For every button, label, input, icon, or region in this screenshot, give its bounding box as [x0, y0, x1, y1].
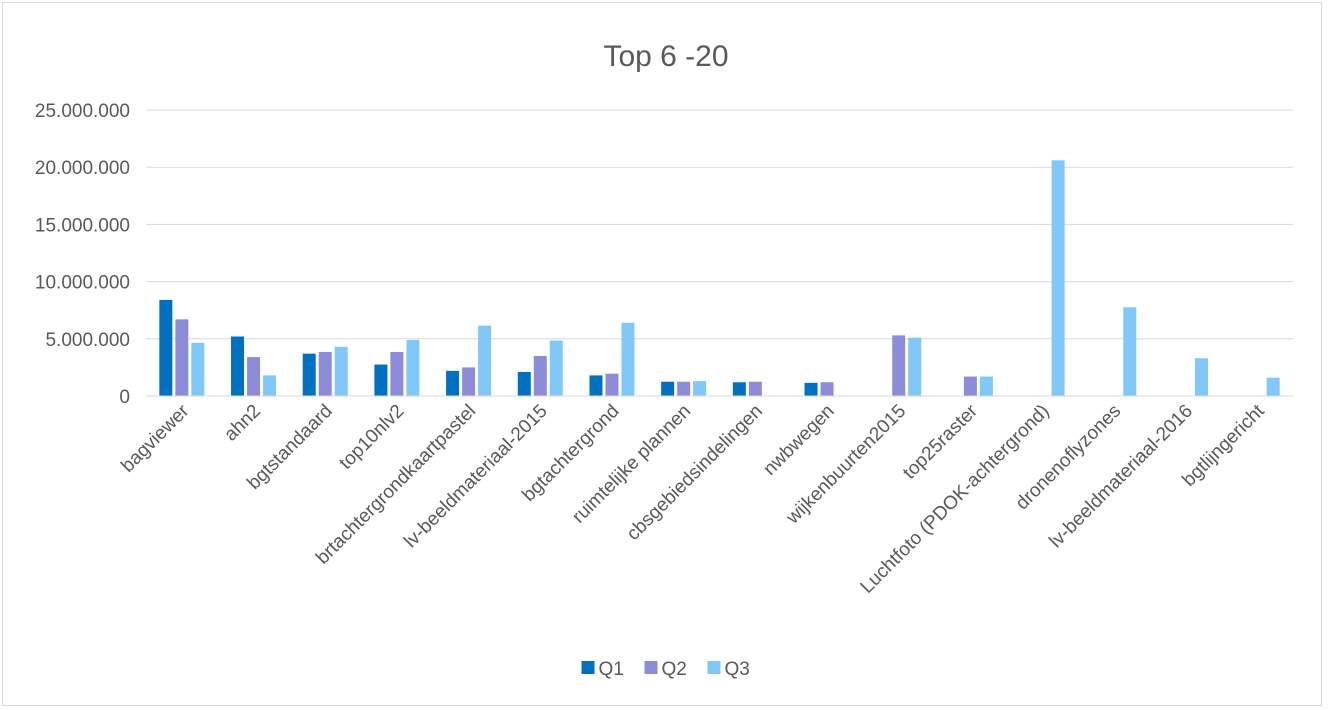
bar-q3-11: [979, 376, 993, 396]
chart-title: Top 6 -20: [603, 40, 728, 73]
bar-q3-1: [263, 375, 277, 396]
bar-q3-5: [549, 340, 563, 396]
x-tick-label: lv-beeldmateriaal-2016: [1045, 401, 1197, 553]
x-tick-label: ruimtelijke plannen: [568, 401, 695, 528]
legend: Q1 Q2 Q3: [581, 659, 750, 680]
bar-q3-2: [334, 346, 348, 396]
legend-swatch-q2: [644, 661, 658, 674]
bar-q1-2: [302, 353, 316, 396]
y-tick-label: 10.000.000: [35, 273, 130, 294]
bar-q1-5: [517, 371, 531, 396]
bar-q3-12: [1051, 160, 1065, 396]
y-tick-label: 15.000.000: [35, 215, 130, 236]
bar-q1-9: [804, 382, 818, 396]
bar-q3-10: [908, 337, 922, 396]
x-tick-label: lv-beeldmateriaal-2015: [400, 401, 552, 553]
x-tick-label: nwbwegen: [759, 401, 838, 480]
bar-q1-7: [661, 381, 675, 396]
x-tick-label: wijkenbuurten2015: [782, 401, 910, 529]
bar-q2-1: [247, 357, 261, 396]
bar-q3-3: [406, 339, 420, 396]
x-axis-tick-labels: bagviewer ahn2bgtstandaardtop10nlv2brtach…: [117, 400, 1269, 598]
bar-q2-3: [390, 351, 404, 396]
bar-q2-7: [677, 381, 691, 396]
y-tick-label: 25.000.000: [35, 101, 130, 122]
legend-swatch-q1: [581, 661, 595, 674]
bar-q2-4: [462, 367, 476, 396]
legend-label-q3: Q3: [725, 659, 750, 680]
bar-q2-10: [892, 335, 906, 396]
y-tick-label: 0: [119, 387, 130, 408]
bar-q1-1: [231, 336, 245, 396]
bar-q2-0: [175, 319, 189, 396]
bar-q2-9: [820, 382, 834, 396]
bar-q1-3: [374, 364, 388, 396]
gridlines: [146, 109, 1293, 340]
bar-q3-7: [693, 381, 707, 396]
legend-swatch-q3: [707, 661, 721, 674]
bar-q3-14: [1194, 358, 1208, 396]
y-tick-label: 5.000.000: [45, 330, 130, 351]
bar-q3-15: [1266, 377, 1280, 396]
x-tick-label: bagviewer: [117, 400, 194, 477]
bar-q3-13: [1123, 307, 1137, 396]
bar-q3-6: [621, 322, 635, 396]
bar-q3-0: [191, 342, 205, 396]
bar-q2-5: [533, 355, 547, 396]
bar-q2-2: [318, 351, 332, 396]
bars: [159, 160, 1280, 396]
bar-q3-4: [478, 325, 492, 396]
bar-q2-11: [963, 376, 977, 396]
legend-label-q2: Q2: [662, 659, 687, 680]
bar-q2-8: [748, 381, 762, 396]
legend-label-q1: Q1: [599, 659, 624, 680]
y-tick-label: 20.000.000: [35, 158, 130, 179]
chart-svg: Top 6 -20 0 5.000.000 10.000.000 15.000.000…: [35, 40, 1293, 680]
x-tick-label: ahn2: [220, 401, 265, 446]
x-tick-label: cbsgebiedsindelingen: [623, 401, 767, 545]
bar-q1-4: [446, 370, 460, 396]
bar-q2-6: [605, 373, 619, 396]
bar-q1-6: [589, 375, 603, 396]
y-axis-tick-labels: 0 5.000.000 10.000.000 15.000.000 20.000.000…: [35, 101, 130, 408]
bar-q1-8: [732, 382, 746, 396]
bar-q1-0: [159, 299, 173, 396]
x-tick-label: top10nlv2: [335, 401, 408, 474]
